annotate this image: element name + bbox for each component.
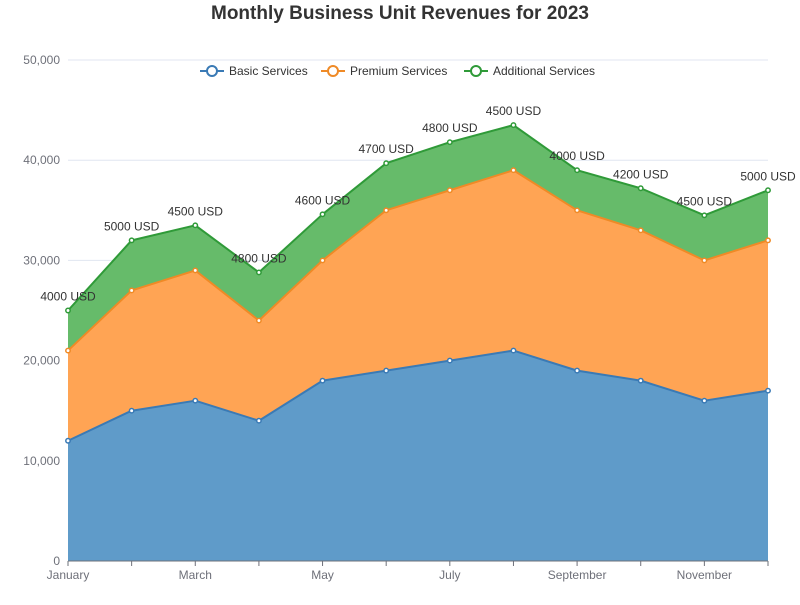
data-label: 4800 USD — [422, 121, 478, 135]
y-tick-label: 30,000 — [23, 253, 60, 267]
data-label: 4700 USD — [358, 142, 414, 156]
data-point[interactable] — [319, 211, 326, 218]
data-point[interactable] — [765, 237, 771, 244]
x-tick-label: July — [439, 568, 460, 582]
data-point[interactable] — [510, 347, 517, 354]
x-tick-label: November — [677, 568, 732, 582]
legend-item-premium-services[interactable]: Premium Services — [321, 64, 447, 78]
legend-marker — [327, 65, 339, 77]
data-point[interactable] — [446, 357, 453, 364]
data-point[interactable] — [319, 257, 326, 264]
legend-item-additional-services[interactable]: Additional Services — [464, 64, 595, 78]
axes: 0 10,000 20,000 30,000 40,000 50,000 January Ma… — [23, 53, 769, 582]
data-point[interactable] — [65, 307, 71, 314]
data-label: 4500 USD — [677, 194, 733, 208]
line-basic-services — [67, 349, 769, 442]
data-point[interactable] — [510, 122, 517, 129]
y-tick-label: 10,000 — [23, 454, 60, 468]
x-tick-label: January — [47, 568, 90, 582]
data-point[interactable] — [574, 367, 581, 374]
data-labels: 4000 USD 5000 USD 4500 USD 4800 USD 4600 USD… — [40, 104, 796, 303]
data-label: 4200 USD — [613, 167, 669, 181]
legend[interactable]: Basic Services Premium Services Additional… — [200, 64, 595, 78]
data-point[interactable] — [637, 185, 644, 192]
y-tick-label: 0 — [53, 554, 60, 568]
y-tick-label: 50,000 — [23, 53, 60, 67]
line-premium-services — [67, 169, 769, 352]
legend-label: Additional Services — [493, 64, 595, 78]
data-label: 5000 USD — [740, 169, 796, 183]
legend-marker — [470, 65, 482, 77]
data-label: 4800 USD — [231, 251, 287, 265]
data-label: 4000 USD — [549, 149, 605, 163]
data-point[interactable] — [255, 269, 262, 276]
area-basic-services — [68, 350, 768, 561]
data-point[interactable] — [446, 139, 453, 146]
y-tick-label: 40,000 — [23, 153, 60, 167]
legend-label: Basic Services — [229, 64, 308, 78]
chart-title: Monthly Business Unit Revenues for 2023 — [211, 3, 589, 24]
data-point[interactable] — [65, 347, 71, 354]
data-point[interactable] — [574, 207, 581, 214]
legend-item-basic-services[interactable]: Basic Services — [200, 64, 308, 78]
data-point[interactable] — [383, 367, 390, 374]
data-label: 4600 USD — [295, 193, 351, 207]
data-point[interactable] — [128, 237, 135, 244]
legend-marker — [206, 65, 218, 77]
area-series — [68, 125, 768, 561]
data-point[interactable] — [319, 377, 326, 384]
area-additional-services — [68, 125, 768, 351]
data-point[interactable] — [446, 187, 453, 194]
data-point[interactable] — [637, 227, 644, 234]
data-points — [65, 122, 771, 444]
data-point[interactable] — [192, 267, 199, 274]
data-label: 4500 USD — [486, 104, 542, 118]
x-tick-label: March — [179, 568, 212, 582]
data-point[interactable] — [637, 377, 644, 384]
data-point[interactable] — [765, 387, 771, 394]
legend-label: Premium Services — [350, 64, 447, 78]
data-label: 4000 USD — [40, 290, 96, 304]
data-point[interactable] — [383, 207, 390, 214]
x-tick-label: September — [548, 568, 607, 582]
data-point[interactable] — [192, 222, 199, 229]
y-tick-label: 20,000 — [23, 354, 60, 368]
data-point[interactable] — [65, 437, 71, 444]
x-tick-label: May — [311, 568, 334, 582]
data-point[interactable] — [255, 417, 262, 424]
data-point[interactable] — [192, 397, 199, 404]
data-point[interactable] — [255, 317, 262, 324]
data-point[interactable] — [574, 167, 581, 174]
data-point[interactable] — [128, 407, 135, 414]
data-point[interactable] — [128, 287, 135, 294]
data-point[interactable] — [701, 397, 708, 404]
data-point[interactable] — [383, 160, 390, 167]
data-label: 4500 USD — [168, 204, 224, 218]
series-lines — [67, 124, 769, 442]
data-label: 5000 USD — [104, 219, 160, 233]
data-point[interactable] — [765, 187, 771, 194]
line-additional-services — [67, 124, 769, 312]
data-point[interactable] — [701, 257, 708, 264]
data-point[interactable] — [701, 212, 708, 219]
data-point[interactable] — [510, 167, 517, 174]
